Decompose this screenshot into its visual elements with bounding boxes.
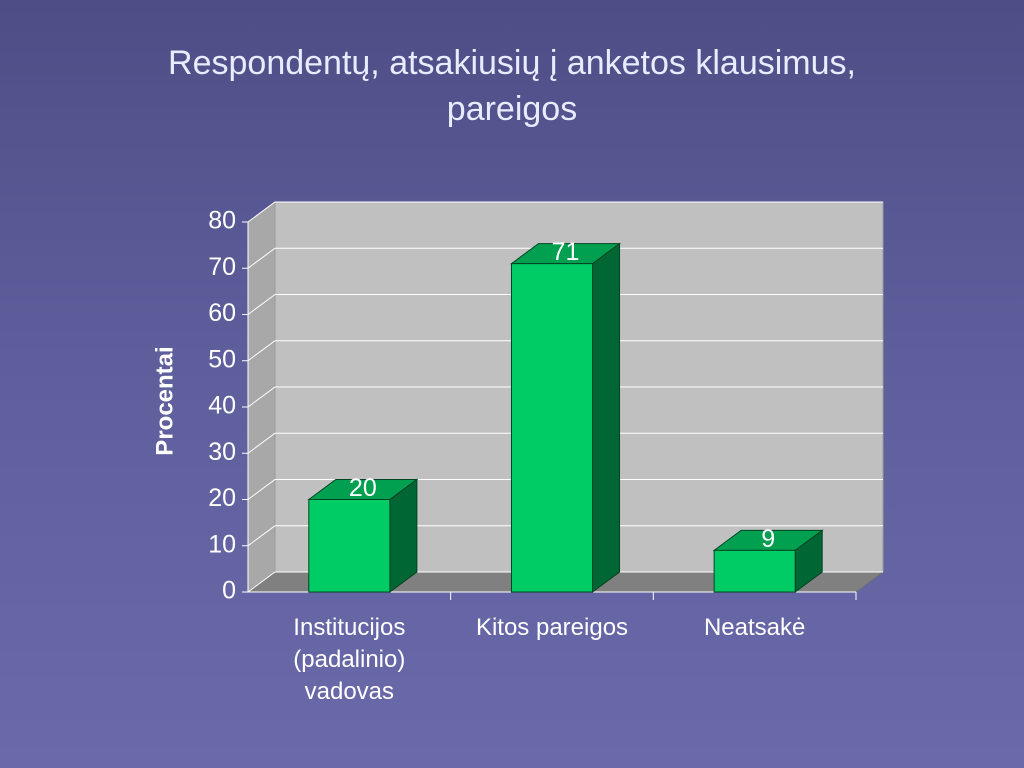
grid-line: [247, 386, 883, 408]
bar-side: [389, 478, 418, 593]
x-tick-label: Neatsakė: [703, 614, 806, 641]
grid-line: [247, 247, 883, 269]
value-label: 9: [761, 525, 775, 553]
grid-line: [247, 479, 883, 500]
bar: [308, 499, 391, 593]
grid-line: [247, 340, 883, 362]
bar: [510, 263, 594, 593]
bar: [713, 549, 796, 593]
grid-line: [247, 525, 883, 547]
y-tick-label: 80: [208, 207, 236, 235]
y-tick-label: 70: [208, 253, 236, 281]
y-tick-label: 20: [208, 484, 236, 512]
grid-line: [247, 294, 883, 315]
y-tick-label: 40: [208, 392, 236, 420]
x-tick-label: Institucijos (padalinio) vadovas: [293, 614, 406, 705]
bar-side: [592, 242, 621, 593]
y-tick-label: 30: [208, 438, 236, 466]
grid-line: [247, 432, 883, 454]
y-tick-label: 0: [222, 577, 236, 605]
grid-line: [247, 201, 883, 223]
y-tick-label: 10: [208, 530, 236, 558]
value-label: 71: [552, 238, 580, 266]
y-tick-label: 60: [208, 299, 236, 327]
y-axis-label: Procentai: [151, 346, 178, 455]
value-label: 20: [349, 474, 377, 502]
grid-line: [247, 571, 883, 593]
y-tick-label: 50: [208, 345, 236, 373]
x-tick-label: Kitos pareigos: [475, 614, 629, 641]
chart-title: Respondentų, atsakiusių į anketos klausi…: [168, 44, 856, 128]
